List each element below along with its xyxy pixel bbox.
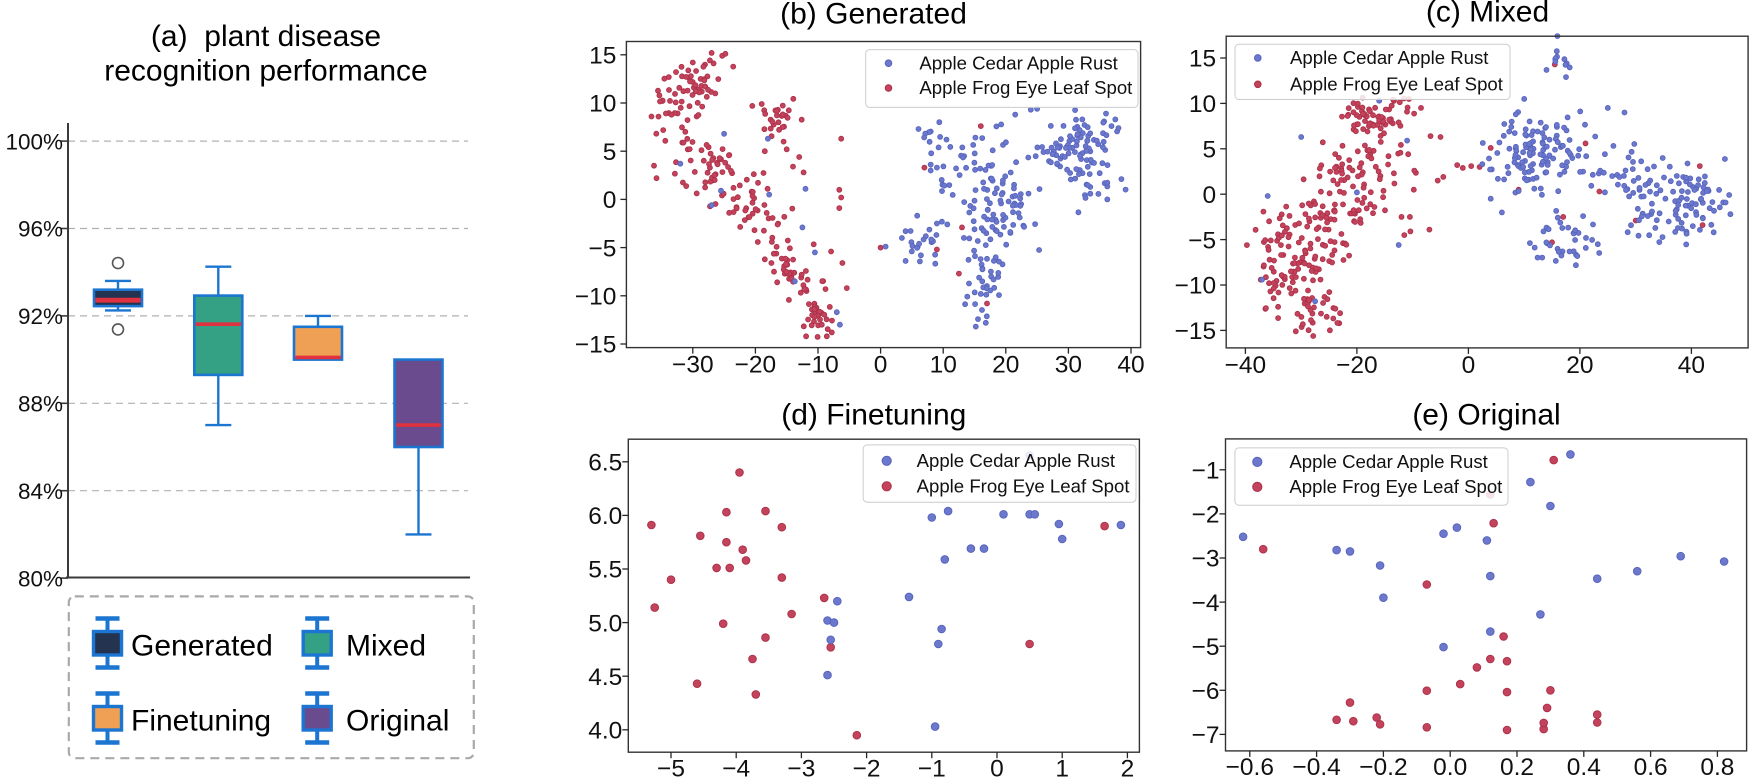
svg-text:(b) Generated: (b) Generated (780, 0, 967, 31)
svg-text:0.8: 0.8 (1700, 754, 1734, 778)
svg-text:20: 20 (992, 352, 1019, 379)
svg-text:5.5: 5.5 (588, 557, 622, 584)
svg-text:−6: −6 (1192, 678, 1220, 705)
svg-text:−5: −5 (588, 235, 616, 262)
svg-text:(a) plant disease: (a) plant disease (151, 20, 381, 53)
svg-text:6.0: 6.0 (588, 503, 622, 530)
svg-text:(e) Original: (e) Original (1412, 399, 1560, 432)
svg-text:96%: 96% (18, 217, 63, 242)
svg-text:40: 40 (1678, 352, 1705, 379)
svg-text:100%: 100% (5, 129, 63, 154)
svg-text:0.6: 0.6 (1634, 754, 1668, 778)
svg-text:Finetuning: Finetuning (131, 705, 271, 738)
svg-text:Generated: Generated (131, 630, 273, 663)
svg-text:10: 10 (930, 352, 957, 379)
svg-text:−3: −3 (787, 755, 815, 778)
svg-text:40: 40 (1117, 352, 1144, 379)
svg-text:−4: −4 (722, 755, 750, 778)
svg-text:Apple Frog Eye Leaf Spot: Apple Frog Eye Leaf Spot (1290, 73, 1504, 94)
svg-text:−15: −15 (575, 332, 617, 359)
svg-text:92%: 92% (18, 304, 63, 329)
svg-text:0: 0 (1203, 182, 1217, 209)
svg-text:Apple Frog Eye Leaf Spot: Apple Frog Eye Leaf Spot (1289, 476, 1503, 497)
svg-text:−2: −2 (853, 755, 881, 778)
svg-text:10: 10 (589, 91, 616, 118)
svg-text:−40: −40 (1225, 352, 1267, 379)
svg-text:0: 0 (1462, 352, 1476, 379)
svg-text:0: 0 (874, 352, 888, 379)
svg-text:−0.4: −0.4 (1292, 754, 1340, 778)
svg-text:5: 5 (1203, 137, 1217, 164)
svg-text:Original: Original (346, 705, 449, 738)
svg-text:−7: −7 (1192, 722, 1220, 749)
svg-text:2: 2 (1121, 755, 1135, 778)
svg-text:−1: −1 (1192, 458, 1220, 485)
svg-text:−0.6: −0.6 (1226, 754, 1274, 778)
svg-text:4.0: 4.0 (588, 718, 622, 745)
svg-text:−10: −10 (797, 352, 839, 379)
svg-text:(c) Mixed: (c) Mixed (1426, 0, 1549, 28)
svg-text:Apple Cedar Apple Rust: Apple Cedar Apple Rust (1290, 47, 1489, 68)
svg-text:−1: −1 (918, 755, 946, 778)
svg-text:6.5: 6.5 (588, 450, 622, 477)
svg-text:15: 15 (589, 43, 616, 70)
svg-text:−20: −20 (735, 352, 777, 379)
svg-text:−30: −30 (672, 352, 714, 379)
svg-text:Apple Cedar Apple Rust: Apple Cedar Apple Rust (917, 450, 1116, 471)
svg-text:−5: −5 (1192, 634, 1220, 661)
svg-text:0.2: 0.2 (1500, 754, 1534, 778)
svg-text:20: 20 (1566, 352, 1593, 379)
svg-text:84%: 84% (18, 479, 63, 504)
svg-text:−15: −15 (1175, 318, 1217, 345)
svg-text:88%: 88% (18, 392, 63, 417)
svg-text:−3: −3 (1192, 546, 1220, 573)
svg-text:10: 10 (1189, 91, 1216, 118)
svg-text:−0.2: −0.2 (1359, 754, 1407, 778)
svg-text:−10: −10 (1175, 273, 1217, 300)
svg-text:recognition performance: recognition performance (104, 55, 428, 88)
svg-text:Mixed: Mixed (346, 630, 426, 663)
svg-text:15: 15 (1189, 46, 1216, 73)
svg-text:−5: −5 (657, 755, 685, 778)
svg-text:−4: −4 (1192, 590, 1220, 617)
svg-text:4.5: 4.5 (588, 664, 622, 691)
svg-text:Apple Cedar Apple Rust: Apple Cedar Apple Rust (919, 52, 1118, 73)
svg-text:Apple Frog Eye Leaf Spot: Apple Frog Eye Leaf Spot (917, 475, 1131, 496)
svg-text:30: 30 (1055, 352, 1082, 379)
svg-text:−20: −20 (1336, 352, 1378, 379)
svg-text:Apple Cedar Apple Rust: Apple Cedar Apple Rust (1289, 451, 1488, 472)
svg-text:Apple Frog Eye Leaf Spot: Apple Frog Eye Leaf Spot (919, 77, 1133, 98)
svg-text:−2: −2 (1192, 502, 1220, 529)
svg-text:1: 1 (1055, 755, 1069, 778)
svg-text:5.0: 5.0 (588, 610, 622, 637)
svg-text:0: 0 (990, 755, 1004, 778)
svg-text:−5: −5 (1188, 227, 1216, 254)
svg-text:−10: −10 (575, 284, 617, 311)
svg-text:(d) Finetuning: (d) Finetuning (781, 399, 966, 432)
svg-text:0.4: 0.4 (1567, 754, 1601, 778)
svg-text:5: 5 (603, 139, 617, 166)
svg-text:80%: 80% (18, 566, 63, 591)
svg-text:0: 0 (603, 187, 617, 214)
svg-text:0.0: 0.0 (1433, 754, 1467, 778)
